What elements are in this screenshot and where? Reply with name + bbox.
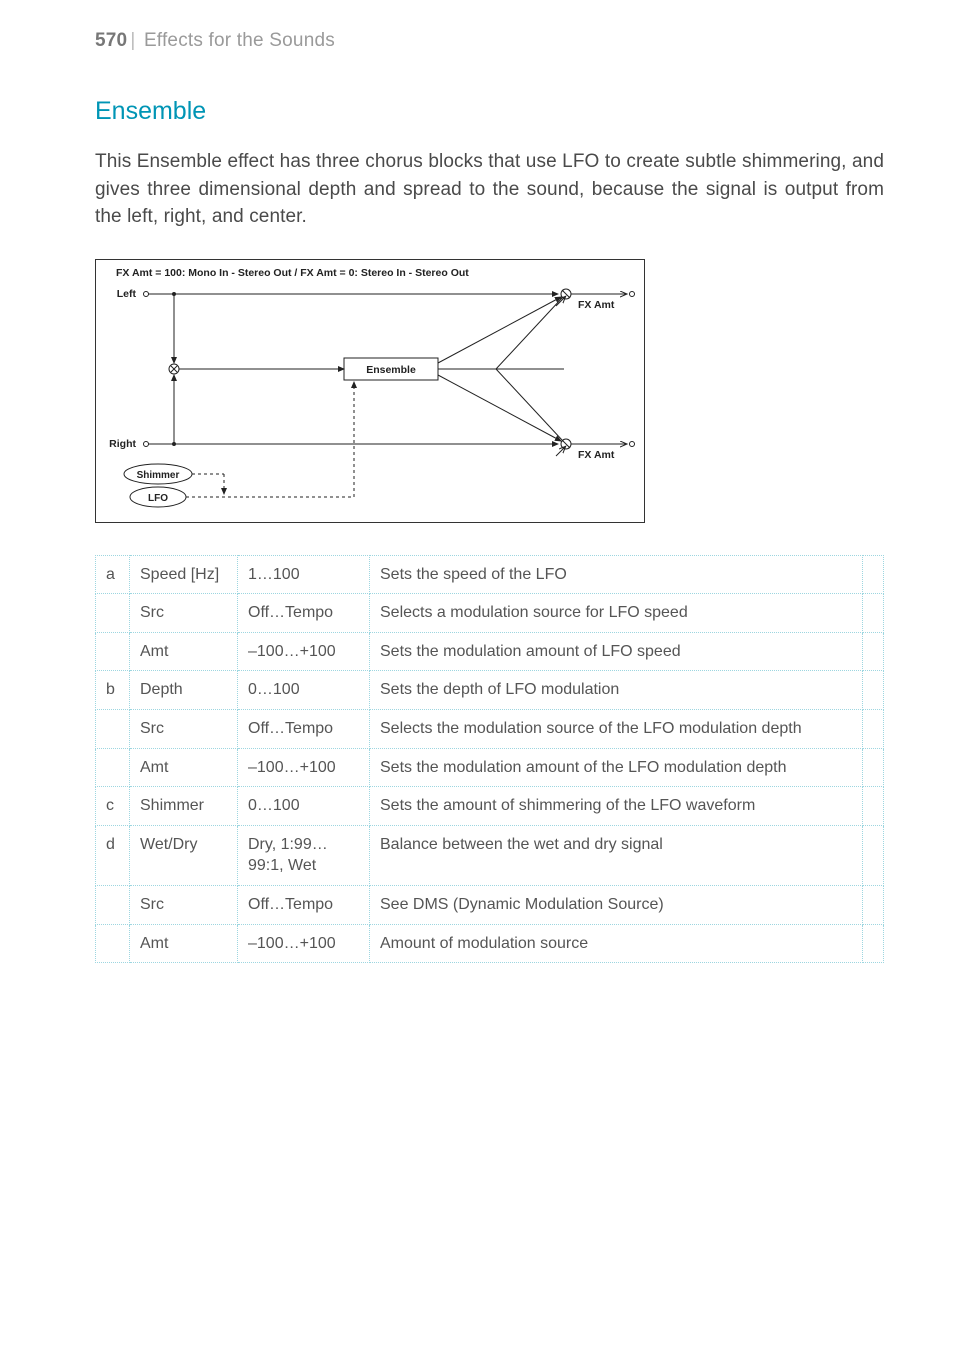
- param-range: Dry, 1:99…99:1, Wet: [238, 825, 370, 885]
- table-row: dWet/DryDry, 1:99…99:1, WetBalance betwe…: [96, 825, 884, 885]
- table-row: cShimmer0…100Sets the amount of shimmeri…: [96, 787, 884, 826]
- param-name: Src: [130, 594, 238, 633]
- param-name: Shimmer: [130, 787, 238, 826]
- chapter-title: Effects for the Sounds: [144, 30, 335, 51]
- fx-amt-bottom: FX Amt: [578, 449, 615, 461]
- param-letter: [96, 885, 130, 924]
- table-row: aSpeed [Hz]1…100Sets the speed of the LF…: [96, 555, 884, 594]
- param-spacer: [863, 710, 884, 749]
- page-number: 570: [95, 30, 127, 51]
- param-letter: [96, 748, 130, 787]
- param-desc: Sets the modulation amount of LFO speed: [370, 632, 863, 671]
- param-range: 0…100: [238, 787, 370, 826]
- shimmer-block: Shimmer: [137, 470, 180, 481]
- left-label: Left: [117, 288, 137, 300]
- param-range: –100…+100: [238, 924, 370, 963]
- param-spacer: [863, 632, 884, 671]
- table-row: Amt–100…+100Sets the modulation amount o…: [96, 748, 884, 787]
- header-separator: |: [130, 30, 135, 51]
- table-row: SrcOff…TempoSelects the modulation sourc…: [96, 710, 884, 749]
- param-spacer: [863, 825, 884, 885]
- param-spacer: [863, 594, 884, 633]
- param-desc: Balance between the wet and dry signal: [370, 825, 863, 885]
- param-range: Off…Tempo: [238, 885, 370, 924]
- param-desc: Amount of modulation source: [370, 924, 863, 963]
- param-name: Depth: [130, 671, 238, 710]
- lfo-block: LFO: [148, 493, 168, 504]
- table-row: SrcOff…TempoSelects a modulation source …: [96, 594, 884, 633]
- fx-amt-top: FX Amt: [578, 299, 615, 311]
- diagram-caption: FX Amt = 100: Mono In - Stereo Out / FX …: [116, 267, 469, 279]
- param-range: –100…+100: [238, 632, 370, 671]
- param-range: 0…100: [238, 671, 370, 710]
- param-letter: c: [96, 787, 130, 826]
- param-name: Speed [Hz]: [130, 555, 238, 594]
- param-range: –100…+100: [238, 748, 370, 787]
- param-name: Amt: [130, 924, 238, 963]
- ensemble-block-label: Ensemble: [366, 364, 416, 376]
- param-desc: Sets the depth of LFO modulation: [370, 671, 863, 710]
- param-range: Off…Tempo: [238, 594, 370, 633]
- parameter-table: aSpeed [Hz]1…100Sets the speed of the LF…: [95, 555, 884, 964]
- param-letter: [96, 632, 130, 671]
- param-desc: Selects the modulation source of the LFO…: [370, 710, 863, 749]
- param-name: Amt: [130, 748, 238, 787]
- param-desc: Sets the amount of shimmering of the LFO…: [370, 787, 863, 826]
- param-letter: [96, 924, 130, 963]
- param-spacer: [863, 885, 884, 924]
- table-row: Amt–100…+100Sets the modulation amount o…: [96, 632, 884, 671]
- param-name: Wet/Dry: [130, 825, 238, 885]
- param-letter: d: [96, 825, 130, 885]
- param-desc: Sets the speed of the LFO: [370, 555, 863, 594]
- param-range: 1…100: [238, 555, 370, 594]
- signal-flow-diagram: FX Amt = 100: Mono In - Stereo Out / FX …: [95, 259, 645, 523]
- param-spacer: [863, 748, 884, 787]
- param-name: Amt: [130, 632, 238, 671]
- param-letter: [96, 594, 130, 633]
- table-row: bDepth0…100Sets the depth of LFO modulat…: [96, 671, 884, 710]
- param-desc: Sets the modulation amount of the LFO mo…: [370, 748, 863, 787]
- param-name: Src: [130, 885, 238, 924]
- param-range: Off…Tempo: [238, 710, 370, 749]
- param-spacer: [863, 787, 884, 826]
- param-letter: [96, 710, 130, 749]
- page-header: 570| Effects for the Sounds: [95, 30, 884, 52]
- param-name: Src: [130, 710, 238, 749]
- param-spacer: [863, 555, 884, 594]
- param-letter: a: [96, 555, 130, 594]
- section-intro: This Ensemble effect has three chorus bl…: [95, 148, 884, 231]
- param-spacer: [863, 671, 884, 710]
- param-spacer: [863, 924, 884, 963]
- param-letter: b: [96, 671, 130, 710]
- param-desc: Selects a modulation source for LFO spee…: [370, 594, 863, 633]
- table-row: Amt–100…+100Amount of modulation source: [96, 924, 884, 963]
- param-desc: See DMS (Dynamic Modulation Source): [370, 885, 863, 924]
- section-title: Ensemble: [95, 97, 884, 126]
- right-label: Right: [109, 438, 136, 450]
- table-row: SrcOff…TempoSee DMS (Dynamic Modulation …: [96, 885, 884, 924]
